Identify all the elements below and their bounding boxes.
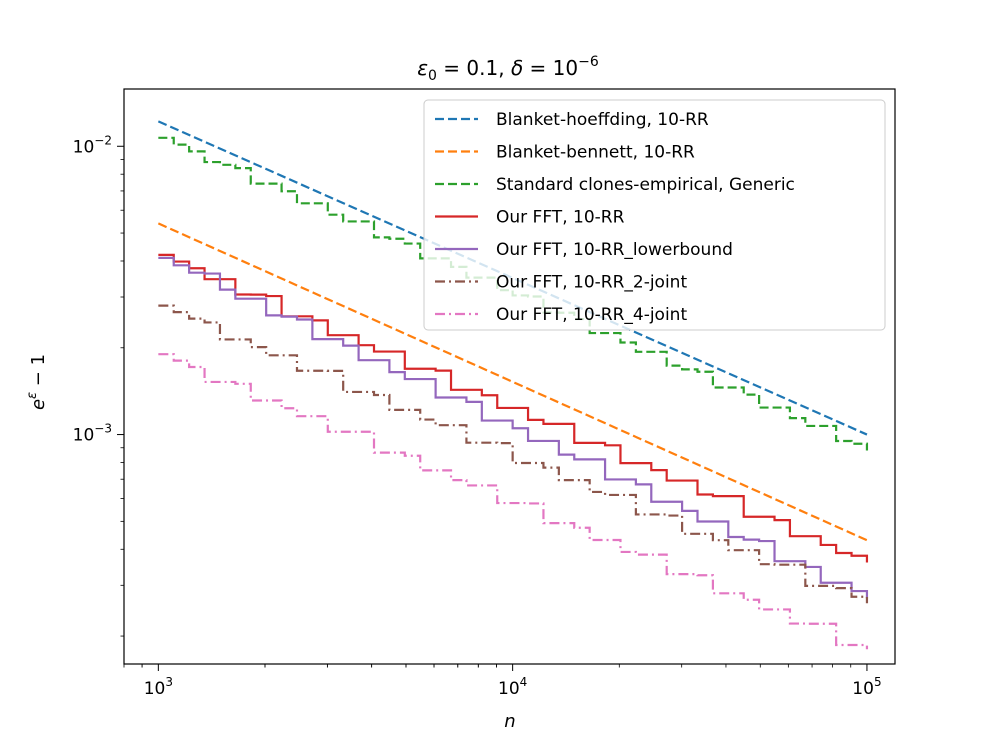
series-line-4 [158,253,869,563]
series-layer [157,120,869,650]
title-eps-symbol: ε [417,56,428,80]
legend-box [423,99,886,331]
title-delta-eq: = 10 [523,56,578,80]
series-line-5 [158,256,869,599]
x-tick-label-base: 10 [498,679,520,699]
series-line-1 [157,120,868,436]
title-eps-eq: = 0.1, [437,56,511,80]
y-tick-label-exp: −3 [94,422,112,436]
series-line-6 [158,304,869,604]
y-axis-label: eε − 1 [25,354,49,410]
x-tick-label: 105 [852,675,881,699]
x-tick-label-exp: 3 [165,675,173,689]
chart-title: ε0 = 0.1, δ = 10−6 [417,54,599,84]
plot-frame [123,88,896,665]
x-tick-label-base: 10 [852,679,874,699]
legend-label-2: Blanket-bennett, 10-RR [496,143,695,163]
y-label-exp: ε [25,392,40,399]
title-delta-exp: −6 [578,54,599,70]
y-label-base: e [28,399,49,410]
x-axis-label: n [504,711,515,732]
legend-label-7: Our FFT, 10-RR_4-joint [496,305,687,325]
title-delta-symbol: δ [511,56,523,80]
x-tick-label-base: 10 [144,679,166,699]
x-tick-label: 104 [498,675,527,699]
y-label-rest: − 1 [28,354,49,392]
legend-label-3: Standard clones-empirical, Generic [496,175,795,195]
y-tick-label: 10−2 [73,133,112,157]
y-tick-label-base: 10 [73,426,95,446]
legend-label-4: Our FFT, 10-RR [496,208,625,228]
legend-label-6: Our FFT, 10-RR_2-joint [496,273,687,293]
legend-label-5: Our FFT, 10-RR_lowerbound [496,240,733,260]
legend: Blanket-hoeffding, 10-RR Blanket-bennett,… [423,99,886,331]
legend-label-1: Blanket-hoeffding, 10-RR [496,110,709,130]
y-tick-label-base: 10 [73,137,95,157]
series-line-7 [158,353,869,650]
y-tick-label: 10−3 [73,422,112,446]
y-tick-label-exp: −2 [94,133,112,147]
title-eps-sub: 0 [428,68,437,84]
x-tick-label-exp: 4 [520,675,528,689]
x-tick-label-exp: 5 [874,675,882,689]
x-tick-label: 103 [144,675,173,699]
legend-items: Blanket-hoeffding, 10-RR Blanket-bennett,… [435,110,795,325]
